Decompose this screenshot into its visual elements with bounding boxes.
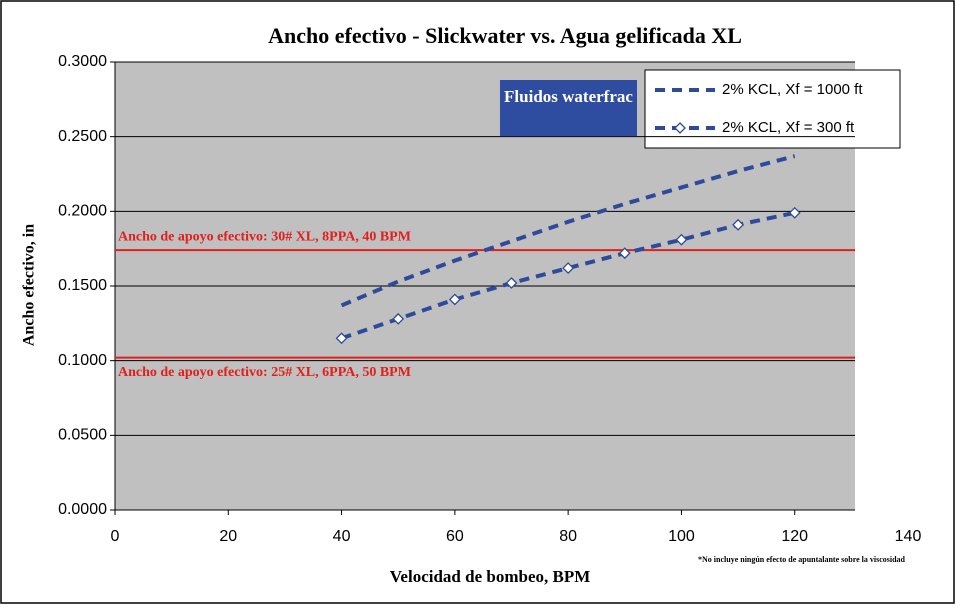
series-line <box>340 154 796 308</box>
point <box>618 247 631 260</box>
point <box>562 262 575 274</box>
x-tick-label: 80 <box>559 528 577 545</box>
y-tick-label: 0.1500 <box>58 277 107 294</box>
point <box>335 332 348 345</box>
y-tick-label: 0.0000 <box>58 501 107 518</box>
label-box-text-holder: Fluidos waterfrac <box>504 87 633 106</box>
x-tick-label: 120 <box>781 528 808 545</box>
label-box-text: Fluidos waterfrac <box>504 87 633 106</box>
x-tick-label: 100 <box>668 528 695 545</box>
y-axis-label: Ancho efectivo, in <box>21 224 38 346</box>
point <box>505 277 518 289</box>
label-box <box>500 80 637 136</box>
y-tick-label: 0.2000 <box>58 203 107 220</box>
y-tick-label: 0.0500 <box>58 427 107 444</box>
x-tick-label: 60 <box>446 528 464 545</box>
point <box>448 293 461 306</box>
series-line <box>340 210 796 341</box>
reference-label: Ancho de apoyo efectivo: 25# XL, 6PPA, 5… <box>118 365 411 380</box>
x-tick-label: 20 <box>219 528 237 545</box>
x-axis-label: Velocidad de bombeo, BPM <box>390 567 591 586</box>
legend <box>644 69 901 149</box>
y-tick-label: 0.2500 <box>58 128 107 145</box>
reference-label: Ancho de apoyo efectivo: 30# XL, 8PPA, 4… <box>118 229 411 244</box>
legend-marker <box>674 122 686 134</box>
footnote: *No incluye ningún efecto de apuntalante… <box>698 555 906 564</box>
chart-title: Ancho efectivo - Slickwater vs. Agua gel… <box>268 23 742 48</box>
x-tick-label: 140 <box>895 528 922 545</box>
legend-label: 2% KCL, Xf = 300 ft <box>722 119 855 136</box>
y-tick-label: 0.3000 <box>58 53 107 70</box>
x-tick-label: 0 <box>111 528 120 545</box>
y-tick-label: 0.1000 <box>58 352 107 369</box>
point <box>788 206 801 219</box>
point <box>732 218 744 231</box>
point <box>675 233 688 246</box>
legend-label: 2% KCL, Xf = 1000 ft <box>722 81 863 98</box>
x-tick-label: 40 <box>333 528 351 545</box>
point <box>392 312 405 325</box>
